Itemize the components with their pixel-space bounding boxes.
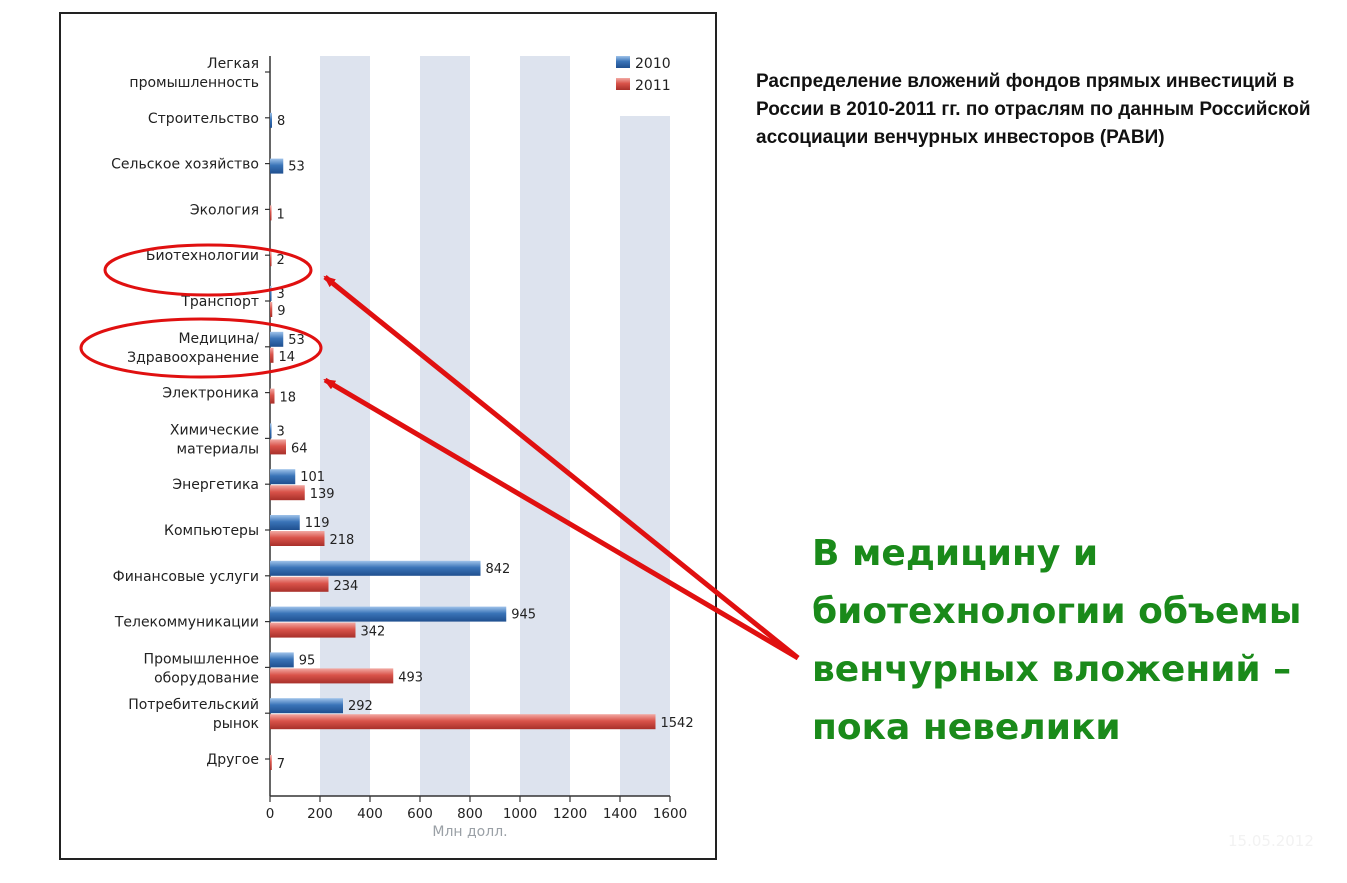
bar-2011 [270,668,394,684]
bar-2010 [270,286,272,301]
category-label: Сельское хозяйство [111,157,259,173]
bar-2010 [270,698,343,714]
value-label-2010: 95 [299,653,316,668]
category-label: рынок [213,716,259,732]
chart-frame: 0 200 400 600 800 1000 1200 1400 1600 Млн долл. Ле… [59,12,717,860]
value-label-2011: 14 [279,350,296,365]
value-label-2011: 342 [361,625,386,640]
bar-2011 [270,485,305,501]
bar-2011 [270,714,656,730]
category-label: оборудование [154,670,259,686]
category-label: Строительство [148,111,259,127]
category-label: Экология [190,202,259,218]
value-label-2011: 1542 [661,716,694,731]
x-tick-label: 200 [307,806,333,822]
x-tick-label: 1200 [553,806,587,822]
legend-label: 2011 [635,78,671,94]
value-label-2011: 139 [310,487,335,502]
value-label-2011: 64 [291,441,308,456]
category-label: промышленность [129,75,259,91]
bar-2010 [270,112,272,128]
category-label: Электроника [162,386,259,402]
bar-2010 [270,331,284,347]
bar-2011 [270,388,275,404]
category-label: Энергетика [172,477,259,493]
value-label-2010: 3 [277,424,285,439]
bar-2010 [270,158,284,174]
category-label: Финансовые услуги [113,569,259,585]
category-label: Другое [206,752,259,768]
bar-2011 [270,205,272,221]
bar-2010 [270,652,294,668]
x-tick-label: 0 [266,806,275,822]
value-label-2010: 292 [348,699,373,714]
value-label-2010: 8 [277,114,285,129]
bar-2011 [270,622,356,638]
x-tick-label: 1000 [503,806,537,822]
value-label-2011: 9 [277,304,285,319]
value-label-2011: 493 [398,670,423,685]
value-label-2010: 945 [511,608,536,623]
x-tick-label: 600 [407,806,433,822]
legend-swatch [616,78,630,90]
bar-2011 [270,251,272,267]
bar-2011 [270,439,286,455]
category-label: Телекоммуникации [114,615,259,631]
bar-2011 [270,347,274,363]
grid-band [320,56,370,796]
grid-band [420,56,470,796]
bar-2010 [270,606,507,622]
value-label-2011: 218 [330,533,355,548]
bar-chart: 0 200 400 600 800 1000 1200 1400 1600 Млн долл. Ле… [111,56,694,840]
bar-2011 [270,531,325,546]
category-label: материалы [177,441,259,457]
bar-2010 [270,560,481,576]
bar-2011 [270,576,329,592]
category-label: Компьютеры [164,523,259,539]
bar-2010 [270,515,300,530]
bar-2011 [270,302,273,317]
value-label-2011: 234 [334,579,359,594]
category-label: Транспорт [180,294,259,310]
value-label-2011: 7 [277,757,285,772]
value-label-2010: 842 [486,562,511,577]
grid-band [520,56,570,796]
legend-swatch [616,56,630,68]
category-label: Промышленное [144,651,259,667]
x-tick-label: 1400 [603,806,637,822]
x-axis-title: Млн долл. [432,824,507,840]
category-label: Потребительский [128,697,259,713]
value-label-2011: 2 [277,253,285,268]
category-label: Легкая [207,56,259,72]
conclusion-text: В медицину и биотехнологии объемы венчур… [812,533,1302,748]
grid-band [620,116,670,796]
value-label-2010: 119 [305,516,330,531]
date-watermark: 15.05.2012 [1228,832,1314,850]
bar-2011 [270,755,272,770]
x-tick-label: 1600 [653,806,687,822]
value-label-2010: 53 [288,160,305,175]
value-label-2011: 1 [277,207,285,222]
value-label-2010: 53 [288,333,305,348]
value-label-2010: 3 [277,287,285,302]
category-label: Биотехнологии [146,248,259,264]
category-label: Здравоохранение [127,350,259,366]
value-label-2010: 101 [300,470,325,485]
chart-caption: Распределение вложений фондов прямых инв… [756,71,1311,148]
legend-label: 2010 [635,56,671,72]
bar-2010 [270,469,296,485]
category-label: Медицина/ [178,331,259,347]
value-label-2011: 18 [280,391,297,406]
category-label: Химические [170,422,259,438]
x-tick-label: 800 [457,806,483,822]
bar-2010 [270,423,272,439]
x-tick-label: 400 [357,806,383,822]
